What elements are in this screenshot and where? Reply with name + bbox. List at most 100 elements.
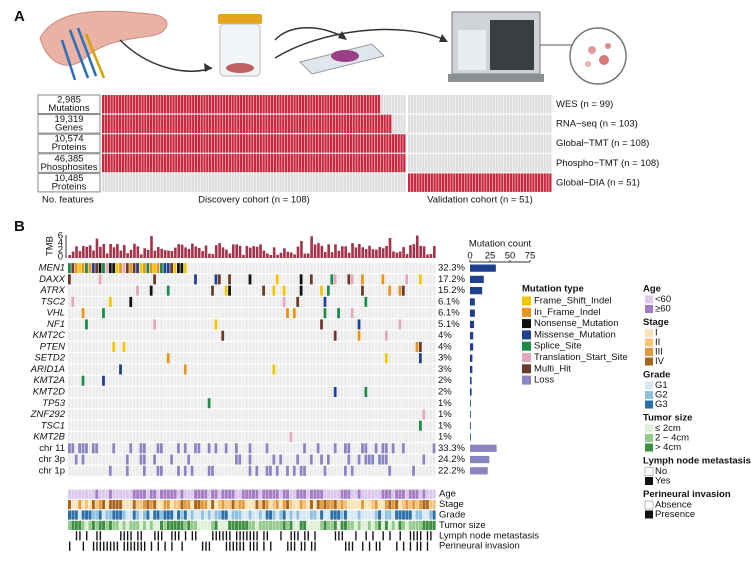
clinical-cell: [429, 489, 433, 499]
sample-cell: [304, 134, 307, 153]
empty-cell: [68, 386, 71, 398]
empty-cell: [142, 386, 146, 398]
mutation-cell: [357, 454, 361, 465]
empty-cell: [108, 420, 112, 431]
tmb-bar: [289, 252, 293, 258]
empty-cell: [378, 263, 381, 274]
clinical-cell: [392, 541, 395, 551]
sample-cell: [194, 134, 198, 153]
empty-cell: [378, 409, 381, 420]
pct-label: 3%: [438, 353, 452, 364]
tmb-bar: [340, 246, 344, 258]
mutation-cell: [381, 454, 385, 465]
clinical-cell: [299, 500, 303, 510]
empty-cell: [122, 330, 126, 341]
clinical-cell: [364, 489, 368, 499]
tmb-bar: [286, 251, 290, 258]
sample-cell: [403, 114, 406, 134]
clinical-cell: [194, 500, 198, 510]
empty-cell: [337, 319, 340, 330]
sample-cell: [372, 153, 375, 173]
tmb-bar: [197, 247, 201, 258]
empty-cell: [405, 386, 409, 398]
track-label: Stage: [439, 499, 464, 510]
empty-cell: [296, 330, 300, 341]
empty-cell: [238, 341, 242, 352]
clinical-cell: [368, 531, 371, 541]
legend-item: <60: [655, 294, 671, 305]
empty-cell: [245, 443, 248, 454]
empty-cell: [340, 409, 344, 420]
empty-cell: [115, 443, 119, 454]
clinical-cell: [125, 510, 129, 520]
tmb-bar: [231, 244, 235, 258]
legend-item: G2: [655, 390, 668, 401]
empty-cell: [333, 319, 337, 330]
sample-cell: [540, 134, 544, 153]
empty-cell: [238, 409, 242, 420]
clinical-cell: [74, 520, 78, 530]
empty-cell: [361, 465, 364, 476]
clinical-cell: [300, 541, 303, 551]
sample-cell: [366, 114, 369, 134]
sample-cell: [408, 153, 411, 173]
sample-cell: [178, 153, 181, 173]
empty-cell: [316, 274, 320, 285]
empty-cell: [238, 443, 242, 454]
legend-swatch: [645, 391, 653, 399]
clinical-cell: [396, 541, 398, 551]
sample-cell: [270, 114, 274, 134]
sample-cell: [321, 153, 324, 173]
sample-cell: [144, 134, 147, 153]
sample-cell: [102, 134, 105, 153]
empty-cell: [241, 296, 245, 307]
empty-cell: [231, 420, 235, 431]
empty-cell: [255, 296, 259, 307]
empty-cell: [170, 353, 174, 364]
clinical-cell: [197, 489, 201, 499]
empty-cell: [231, 274, 235, 285]
sample-cell: [439, 134, 442, 153]
empty-cell: [320, 465, 323, 476]
sample-cell: [489, 153, 493, 173]
empty-cell: [269, 308, 272, 319]
clinical-cell: [350, 520, 354, 530]
mutation-cell: [78, 263, 82, 274]
empty-cell: [217, 386, 221, 398]
clinical-cell: [126, 541, 129, 551]
sample-cell: [512, 95, 515, 114]
clinical-cell: [398, 510, 402, 520]
clinical-cell: [238, 520, 242, 530]
empty-cell: [418, 443, 422, 454]
clinical-cell: [430, 531, 432, 541]
empty-cell: [136, 274, 139, 285]
mutation-cell: [279, 454, 283, 465]
sample-cell: [424, 134, 428, 153]
sample-cell: [262, 153, 265, 173]
clinical-cell: [280, 531, 282, 541]
sample-cell: [523, 134, 527, 153]
sample-cell: [470, 95, 473, 114]
sample-cell: [403, 173, 406, 192]
empty-cell: [129, 465, 133, 476]
tmb-bar: [143, 248, 146, 258]
sample-cell: [338, 114, 341, 134]
sample-cell: [296, 95, 299, 114]
clinical-cell: [191, 531, 194, 541]
clinical-cell: [357, 489, 361, 499]
empty-cell: [398, 432, 402, 443]
empty-cell: [183, 285, 187, 296]
sample-cell: [346, 114, 350, 134]
empty-cell: [81, 330, 85, 341]
clinical-cell: [412, 520, 416, 530]
sample-cell: [293, 173, 296, 192]
empty-cell: [207, 285, 211, 296]
mutation-cell: [323, 465, 327, 476]
tmb-bar: [68, 254, 72, 258]
empty-cell: [241, 432, 245, 443]
clinical-cell: [276, 541, 279, 551]
empty-cell: [401, 341, 405, 352]
empty-cell: [149, 443, 153, 454]
empty-cell: [395, 308, 398, 319]
tmb-bar: [133, 243, 136, 258]
